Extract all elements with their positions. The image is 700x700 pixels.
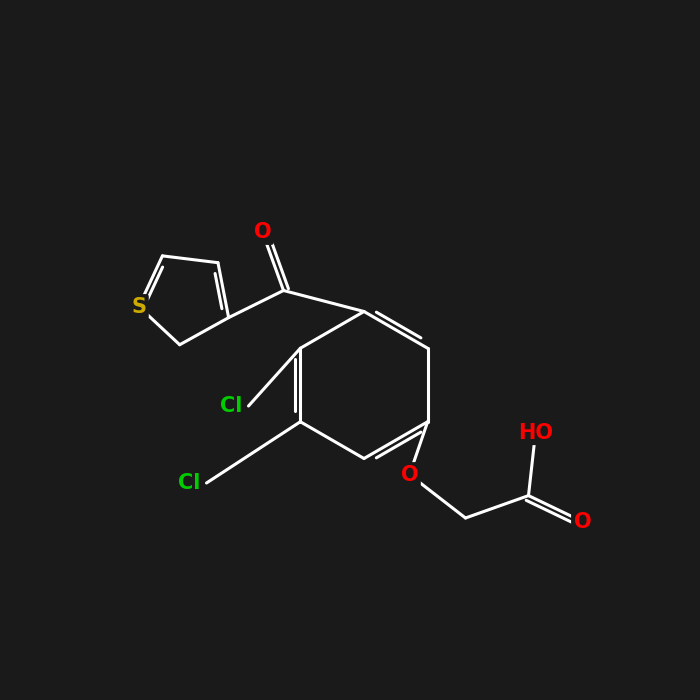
Text: Cl: Cl [178,473,200,493]
Text: O: O [573,512,592,531]
Text: S: S [132,297,146,316]
Text: O: O [400,465,419,484]
Text: Cl: Cl [220,396,242,416]
Text: O: O [253,223,272,242]
Text: HO: HO [518,423,553,442]
